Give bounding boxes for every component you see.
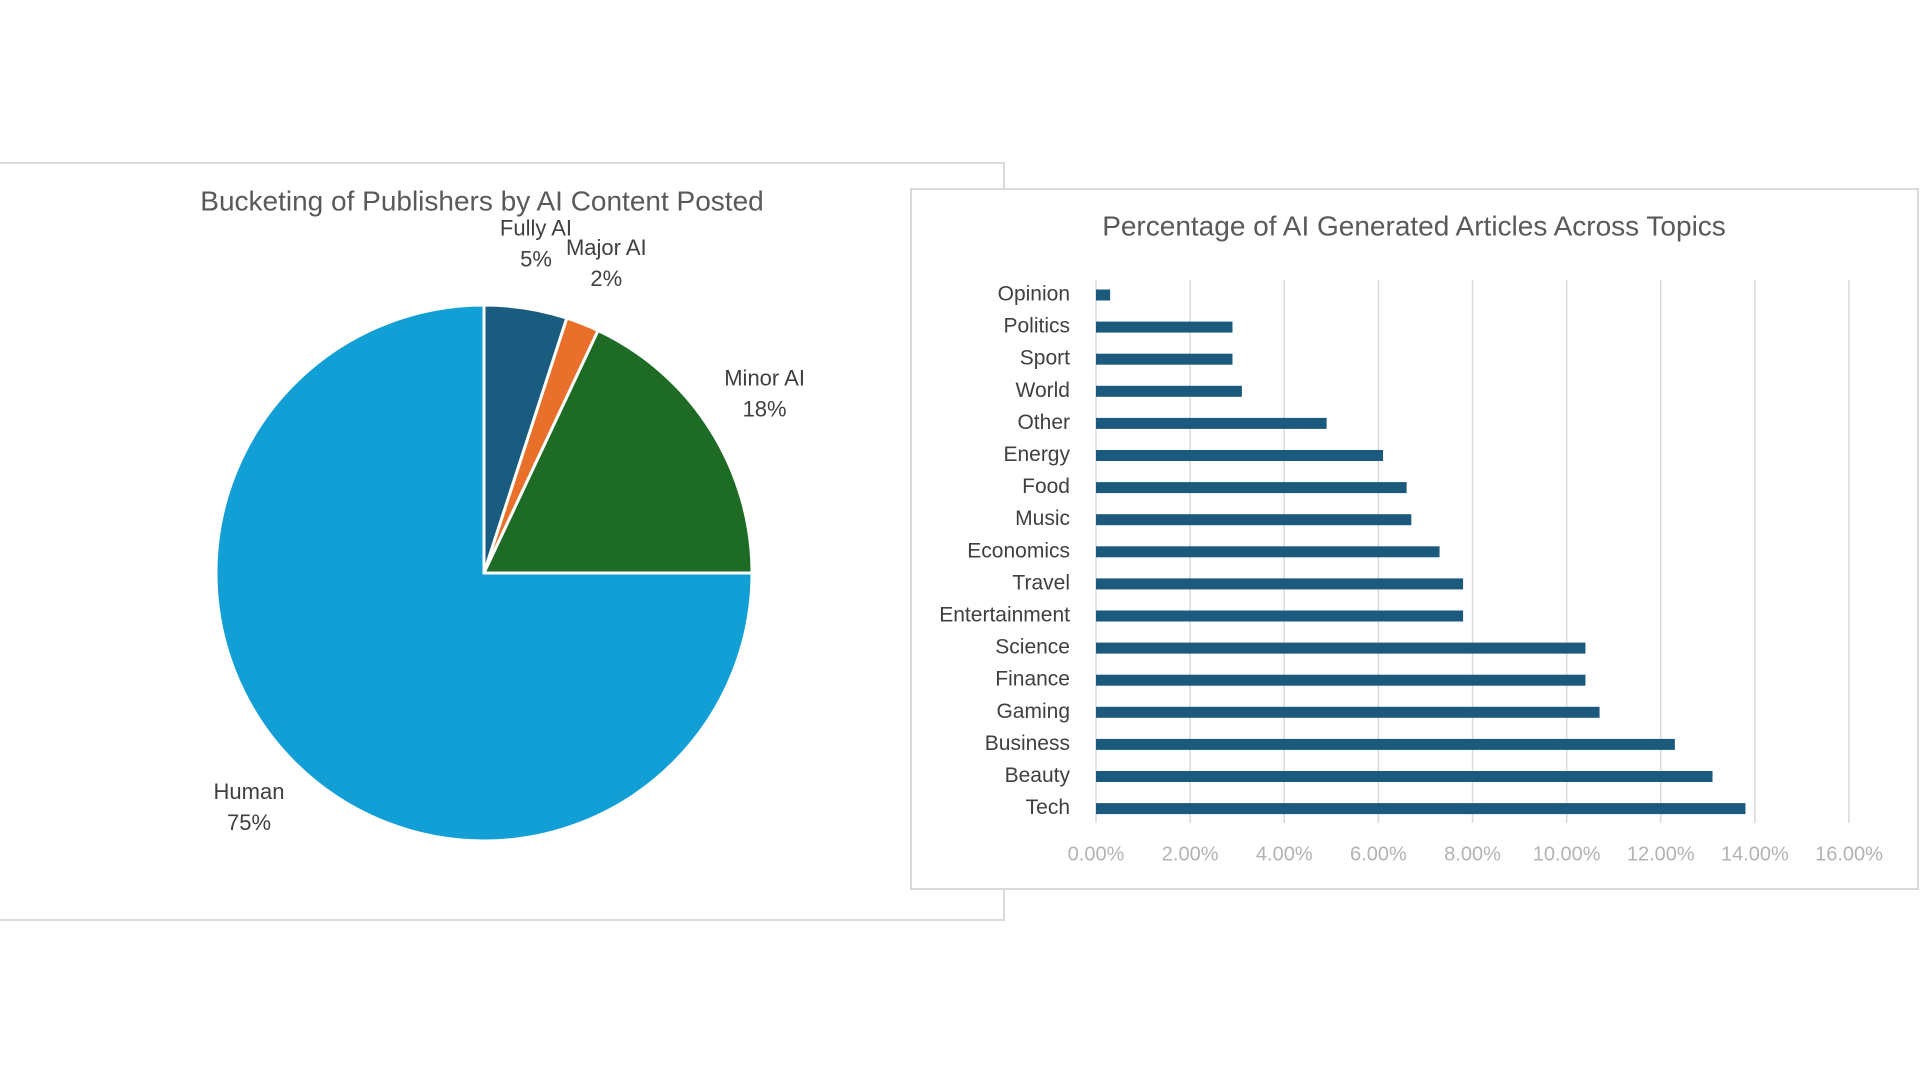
x-tick-label: 12.00%	[1627, 843, 1695, 865]
chart-title: Percentage of AI Generated Articles Acro…	[1102, 210, 1726, 241]
bar	[1096, 546, 1440, 558]
y-tick-label: World	[1016, 379, 1070, 402]
y-tick-label: Food	[1022, 475, 1070, 498]
bar	[1096, 738, 1675, 750]
y-tick-label: Tech	[1026, 796, 1070, 819]
y-tick-label: Finance	[995, 668, 1070, 691]
bar	[1096, 578, 1464, 590]
y-tick-label: Sport	[1020, 347, 1070, 370]
y-tick-label: Economics	[967, 539, 1070, 562]
x-tick-label: 0.00%	[1068, 843, 1125, 865]
value-label: 2%	[590, 266, 622, 291]
pie-slice	[481, 328, 754, 575]
bar	[1096, 803, 1746, 815]
value-label: 5%	[520, 247, 552, 272]
slice-label: Human	[214, 779, 285, 804]
bar	[1096, 771, 1713, 782]
x-tick-label: 2.00%	[1162, 843, 1219, 865]
y-tick-label: Energy	[1003, 443, 1070, 466]
y-tick-label: Travel	[1012, 571, 1070, 594]
y-tick-label: Entertainment	[939, 604, 1070, 627]
bar	[1096, 482, 1407, 494]
x-tick-label: 14.00%	[1721, 843, 1789, 865]
pie-slice	[214, 303, 754, 843]
y-tick-label: Science	[995, 636, 1070, 659]
x-tick-label: 16.00%	[1815, 843, 1883, 865]
bar	[1096, 385, 1242, 397]
y-tick-label: Politics	[1003, 315, 1070, 338]
slice-label: Fully AI	[500, 216, 572, 241]
bar	[1096, 289, 1111, 301]
x-tick-label: 10.00%	[1533, 843, 1601, 865]
bar	[1096, 321, 1233, 333]
x-tick-label: 8.00%	[1444, 843, 1501, 865]
y-tick-label: Other	[1017, 411, 1070, 434]
bar	[1096, 353, 1233, 365]
bar	[1096, 514, 1412, 526]
bar	[1096, 450, 1384, 461]
slice-label: Minor AI	[724, 366, 805, 391]
bar	[1096, 610, 1464, 622]
bar	[1096, 706, 1600, 718]
x-tick-label: 4.00%	[1256, 843, 1313, 865]
y-tick-label: Business	[985, 732, 1070, 755]
bar	[1096, 674, 1586, 686]
y-tick-label: Beauty	[1005, 764, 1071, 787]
slice-label: Major AI	[566, 235, 647, 260]
chart-title: Bucketing of Publishers by AI Content Po…	[200, 185, 763, 216]
y-tick-label: Gaming	[996, 700, 1070, 723]
y-tick-label: Opinion	[998, 283, 1070, 306]
value-label: 75%	[227, 810, 271, 835]
bar	[1096, 642, 1586, 654]
x-tick-label: 6.00%	[1350, 843, 1407, 865]
bar	[1096, 417, 1327, 429]
y-tick-label: Music	[1015, 507, 1070, 530]
value-label: 18%	[743, 397, 787, 422]
